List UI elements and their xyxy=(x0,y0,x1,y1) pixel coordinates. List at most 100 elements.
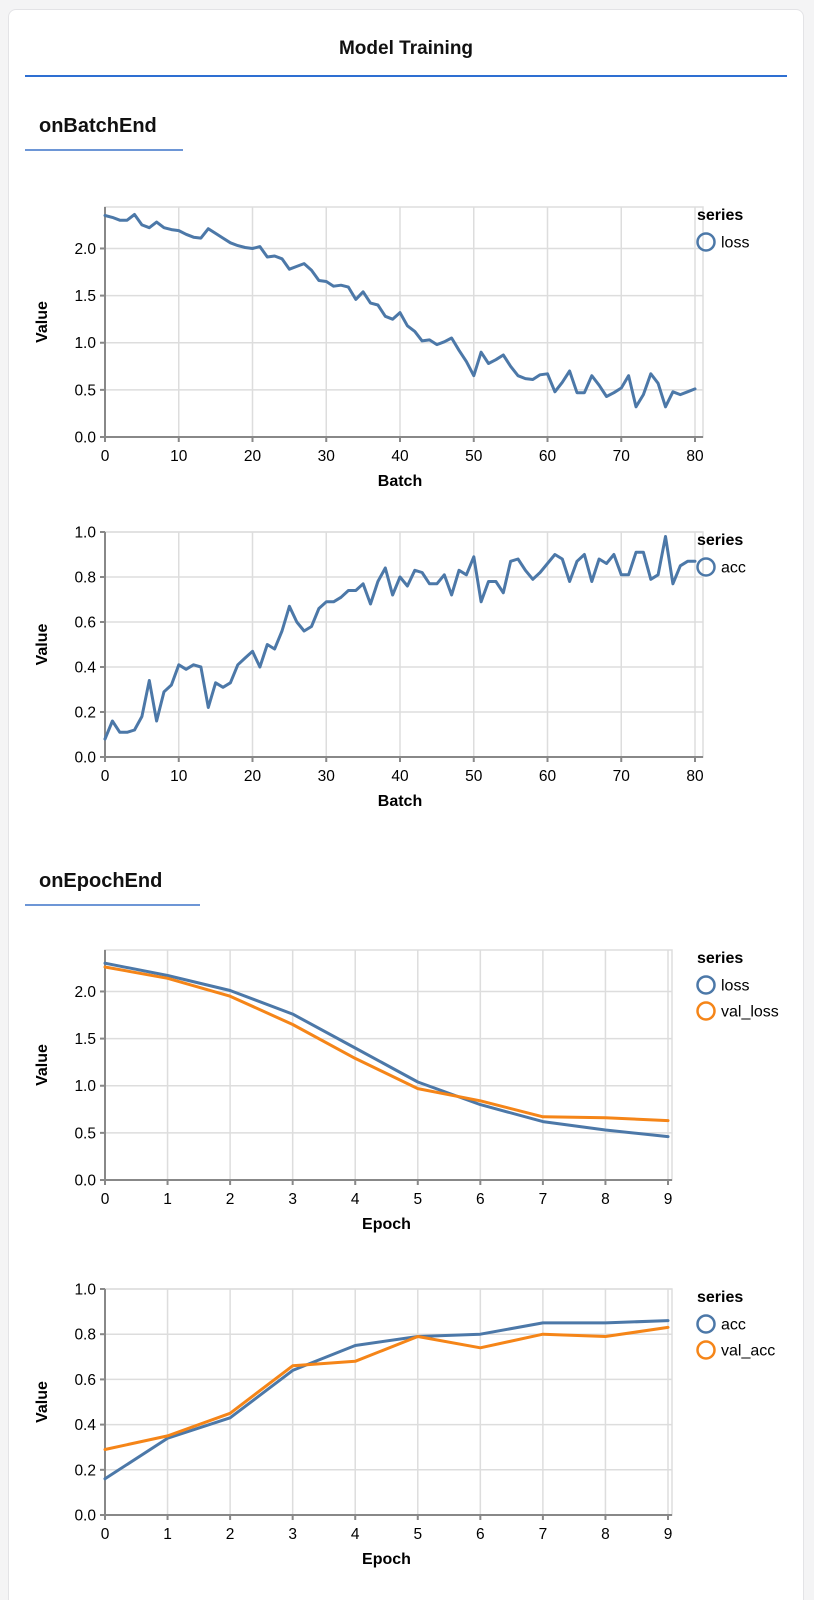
x-tick-label: 3 xyxy=(288,1191,297,1208)
x-tick-label: 80 xyxy=(686,448,704,465)
legend-symbol-val_loss xyxy=(696,1001,716,1021)
x-tick-label: 20 xyxy=(244,768,262,785)
x-tick-label: 0 xyxy=(101,448,110,465)
x-tick-label: 30 xyxy=(318,448,336,465)
x-tick-label: 6 xyxy=(476,1191,485,1208)
chart-acc-per-epoch: 0 1 2 3 4 5 6 7 8 9 0.0 0.2 0.4 0.6 0.8 1.0 Epoch Value se… xyxy=(20,1275,803,1582)
series-line-loss xyxy=(103,961,670,1139)
x-tick-label: 20 xyxy=(244,448,262,465)
chart-svg: 0 10 20 30 40 50 60 70 80 0.0 0.5 1.0 1.5 2.0 Batch Val… xyxy=(34,206,749,490)
x-tick-label: 2 xyxy=(226,1526,235,1543)
x-tick-label: 8 xyxy=(601,1191,610,1208)
x-tick-label: 3 xyxy=(288,1526,297,1543)
legend-title: series xyxy=(697,950,743,967)
legend-symbol-loss xyxy=(696,232,716,252)
x-tick-label: 1 xyxy=(163,1526,172,1543)
legend-symbol-acc xyxy=(696,1314,716,1334)
y-axis-title: Value xyxy=(34,624,51,666)
y-tick-label: 1.5 xyxy=(74,288,96,305)
y-tick-label: 0.0 xyxy=(74,750,96,767)
y-tick-label: 1.5 xyxy=(74,1031,96,1048)
y-tick-label: 1.0 xyxy=(74,1078,96,1095)
x-tick-label: 2 xyxy=(226,1191,235,1208)
y-tick-label: 1.0 xyxy=(74,335,96,352)
legend-label-acc: acc xyxy=(721,1317,746,1334)
series-line-val_acc xyxy=(103,1325,670,1451)
legend-symbol-loss xyxy=(696,975,716,995)
title-rule xyxy=(25,75,787,77)
y-tick-label: 0.8 xyxy=(74,1327,96,1344)
section-rule xyxy=(25,904,200,906)
legend-symbol-val_acc xyxy=(696,1340,716,1360)
legend-title: series xyxy=(697,207,743,224)
x-tick-label: 8 xyxy=(601,1526,610,1543)
x-tick-label: 1 xyxy=(163,1191,172,1208)
x-tick-label: 80 xyxy=(686,768,704,785)
x-tick-label: 30 xyxy=(318,768,336,785)
legend-symbol-acc xyxy=(696,557,716,577)
x-tick-label: 10 xyxy=(170,768,188,785)
visor-surface-card: Model Training onBatchEnd 0 10 20 30 40 50 60 7… xyxy=(8,9,804,1600)
y-tick-label: 0.6 xyxy=(74,1372,96,1389)
x-axis-title: Batch xyxy=(378,473,422,490)
x-tick-label: 0 xyxy=(101,1526,110,1543)
chart-svg: 0 10 20 30 40 50 60 70 80 0.0 0.2 0.4 0.6 0.8 1.0 Batch… xyxy=(34,525,746,811)
x-tick-label: 5 xyxy=(413,1526,422,1543)
chart-loss-per-batch: 0 10 20 30 40 50 60 70 80 0.0 0.5 1.0 1.5 2.0 Batch Val… xyxy=(20,193,803,504)
chart-loss-per-epoch: 0 1 2 3 4 5 6 7 8 9 0.0 0.5 1.0 1.5 2.0 Epoch Value serie… xyxy=(20,936,803,1247)
legend-title: series xyxy=(697,532,743,549)
series-line-val_loss xyxy=(103,965,670,1123)
x-tick-label: 70 xyxy=(613,448,631,465)
x-tick-label: 60 xyxy=(539,768,557,785)
x-tick-label: 60 xyxy=(539,448,557,465)
plot-border xyxy=(104,531,704,758)
y-tick-label: 0.0 xyxy=(74,430,96,447)
y-axis-title: Value xyxy=(34,1044,51,1086)
x-tick-label: 7 xyxy=(539,1526,548,1543)
x-tick-label: 5 xyxy=(413,1191,422,1208)
y-tick-label: 2.0 xyxy=(74,984,96,1001)
x-tick-label: 50 xyxy=(465,768,483,785)
y-tick-label: 0.5 xyxy=(74,382,96,399)
y-tick-label: 0.4 xyxy=(74,660,96,677)
y-axis-title: Value xyxy=(34,301,51,343)
x-tick-label: 7 xyxy=(539,1191,548,1208)
section-onbatchend: onBatchEnd 0 10 20 30 40 50 60 70 80 0.0 0.5 1.0 1.5… xyxy=(9,115,803,824)
x-tick-label: 70 xyxy=(613,768,631,785)
x-tick-label: 40 xyxy=(391,768,409,785)
x-axis-title: Batch xyxy=(378,793,422,810)
y-tick-label: 1.0 xyxy=(74,525,96,542)
y-tick-label: 2.0 xyxy=(74,241,96,258)
legend-label-loss: loss xyxy=(721,978,749,995)
legend-title: series xyxy=(697,1289,743,1306)
series-line-acc xyxy=(103,535,697,741)
series-line-acc xyxy=(103,1319,670,1481)
x-axis-title: Epoch xyxy=(362,1216,411,1233)
x-tick-label: 50 xyxy=(465,448,483,465)
y-tick-label: 0.2 xyxy=(74,705,96,722)
y-tick-label: 1.0 xyxy=(74,1282,96,1299)
section-heading-onepochend: onEpochEnd xyxy=(39,870,163,892)
x-tick-label: 6 xyxy=(476,1526,485,1543)
y-tick-label: 0.0 xyxy=(74,1508,96,1525)
chart-acc-per-batch: 0 10 20 30 40 50 60 70 80 0.0 0.2 0.4 0.6 0.8 1.0 Batch… xyxy=(20,518,803,824)
y-tick-label: 0.6 xyxy=(74,615,96,632)
series-line-loss xyxy=(103,213,697,409)
y-tick-label: 0.0 xyxy=(74,1173,96,1190)
chart-svg: 0 1 2 3 4 5 6 7 8 9 0.0 0.2 0.4 0.6 0.8 1.0 Epoch Value se… xyxy=(34,1282,775,1569)
legend-label-loss: loss xyxy=(721,235,749,252)
x-tick-label: 9 xyxy=(664,1526,673,1543)
visor-title: Model Training xyxy=(338,38,474,59)
legend-label-val_loss: val_loss xyxy=(721,1004,779,1021)
legend-label-acc: acc xyxy=(721,560,746,577)
x-tick-label: 0 xyxy=(101,768,110,785)
y-tick-label: 0.4 xyxy=(74,1417,96,1434)
y-tick-label: 0.2 xyxy=(74,1462,96,1479)
x-tick-label: 40 xyxy=(391,448,409,465)
section-rule xyxy=(25,149,183,151)
section-heading-onbatchend: onBatchEnd xyxy=(39,115,157,137)
x-tick-label: 4 xyxy=(351,1191,360,1208)
x-tick-label: 4 xyxy=(351,1526,360,1543)
x-tick-label: 10 xyxy=(170,448,188,465)
